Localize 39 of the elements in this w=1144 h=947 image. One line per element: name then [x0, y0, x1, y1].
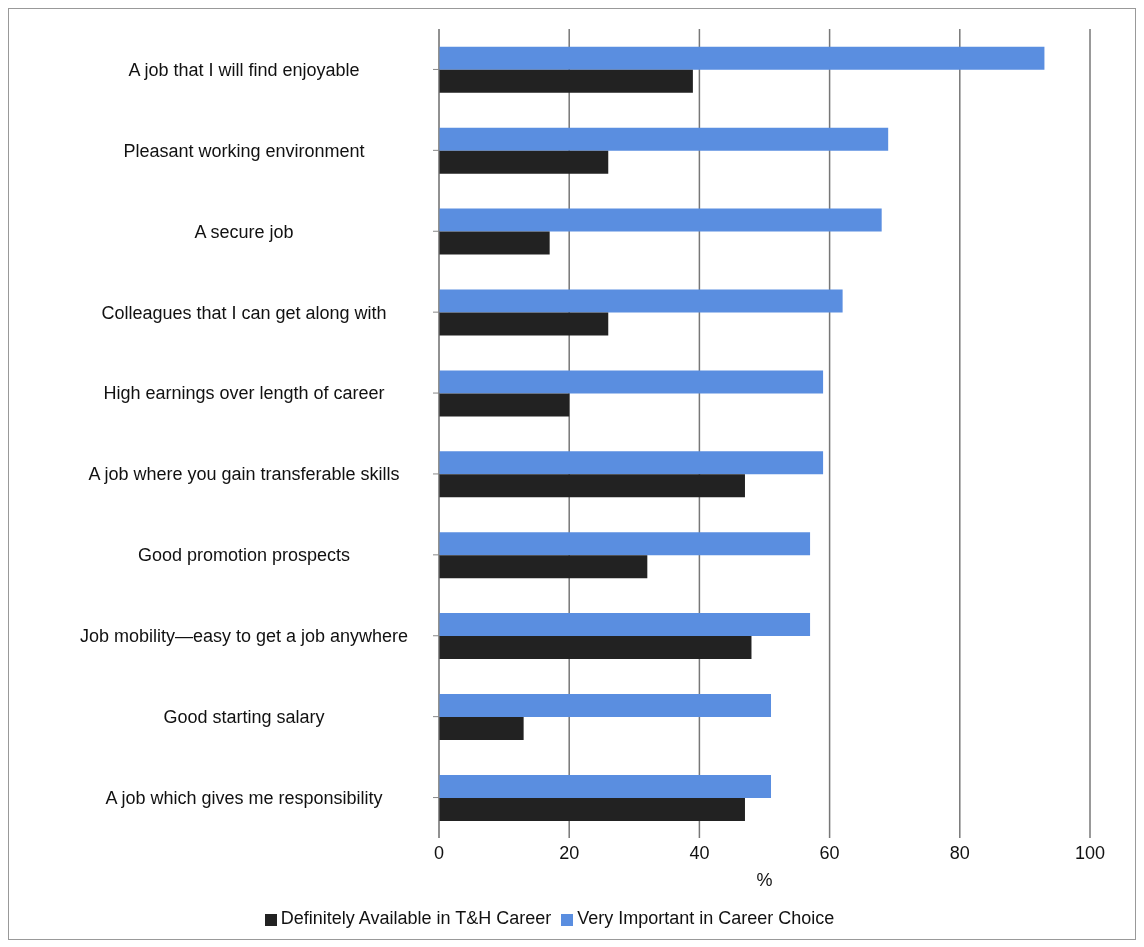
bar [439, 451, 824, 475]
bar [439, 532, 811, 556]
y-tick-label: A job which gives me responsibility [105, 787, 383, 808]
x-tick-label: 80 [949, 842, 970, 863]
y-tick-label: A job where you gain transferable skills [88, 464, 400, 485]
bar [439, 312, 609, 336]
bar [439, 474, 745, 498]
y-tick-label: A secure job [194, 221, 294, 242]
bar [439, 69, 693, 93]
bar [439, 717, 524, 740]
y-tick-label: Colleagues that I can get along with [101, 302, 387, 323]
y-tick-label: A job that I will find enjoyable [128, 59, 360, 80]
x-axis-title: % [756, 870, 773, 890]
x-tick-label: 100 [1074, 842, 1106, 863]
x-tick-label: 20 [559, 842, 580, 863]
bar [439, 393, 570, 417]
legend-label: Definitely Available in T&H Career [280, 908, 552, 928]
bar [439, 289, 843, 313]
y-tick-label: Good promotion prospects [137, 545, 351, 566]
bar [439, 370, 824, 394]
bar [439, 774, 772, 798]
bar [439, 636, 752, 660]
bar [439, 694, 772, 717]
x-tick-label: 0 [433, 842, 445, 863]
y-tick-label: High earnings over length of career [103, 383, 385, 404]
bar [439, 613, 811, 637]
legend-label: Very Important in Career Choice [577, 908, 835, 928]
x-tick-label: 60 [819, 842, 840, 863]
bar [439, 150, 609, 174]
x-tick-label: 40 [689, 842, 710, 863]
y-tick-label: Good starting salary [163, 707, 325, 728]
bar [439, 208, 882, 232]
bar [439, 127, 889, 151]
bar [439, 231, 550, 255]
bar [439, 797, 745, 821]
y-tick-label: Job mobility—easy to get a job anywhere [79, 626, 409, 647]
bar [439, 555, 648, 579]
bar [439, 46, 1045, 70]
y-tick-label: Pleasant working environment [123, 140, 365, 161]
